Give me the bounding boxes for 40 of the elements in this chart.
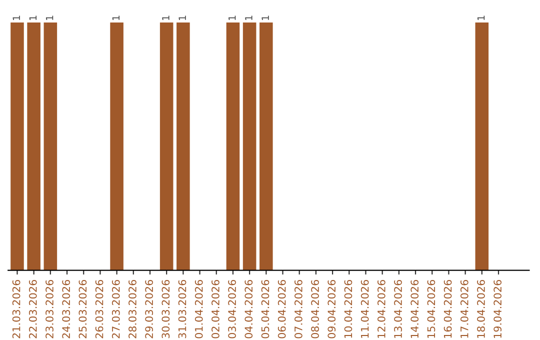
x-tick-label: 11.04.2026 (360, 280, 369, 338)
data-label: 1 (245, 16, 252, 20)
x-tick-label: 23.03.2026 (46, 280, 54, 338)
data-label: 1 (228, 16, 236, 20)
x-tick-label: 09.04.2026 (328, 280, 336, 338)
x-tick-label: 03.04.2026 (228, 280, 236, 338)
x-tick-label: 16.04.2026 (444, 280, 452, 338)
x-tick-label: 06.04.2026 (278, 280, 286, 338)
data-label: 1 (477, 16, 485, 20)
data-label: 1 (262, 16, 269, 20)
x-tick-label: 10.04.2026 (344, 280, 352, 338)
x-tick-label: 31.03.2026 (178, 280, 186, 338)
x-tick-label: 30.03.2026 (162, 280, 170, 338)
x-tick-label: 18.04.2026 (477, 280, 485, 338)
x-tick-label: 02.04.2026 (212, 280, 220, 338)
x-tick-label: 19.04.2026 (494, 280, 502, 338)
x-tick-label: 24.03.2026 (62, 280, 70, 338)
x-tick-label: 21.03.2026 (12, 280, 20, 338)
x-tick-label: 27.03.2026 (112, 280, 120, 338)
x-tick-label: 07.04.2026 (294, 280, 302, 338)
x-tick-label: 12.04.2026 (377, 280, 386, 338)
data-label: 1 (29, 16, 37, 20)
x-tick-label: 25.03.2026 (78, 280, 87, 338)
data-label: 1 (162, 16, 170, 20)
x-tick-label: 29.03.2026 (145, 280, 154, 338)
x-tick-label: 17.04.2026 (460, 280, 468, 338)
data-label: 1 (178, 16, 186, 20)
data-label: 1 (46, 16, 54, 20)
data-label: 1 (12, 16, 20, 20)
x-tick-label: 15.04.2026 (427, 280, 436, 338)
x-tick-label: 13.04.2026 (394, 280, 402, 338)
x-tick-label: 05.04.2026 (261, 280, 270, 338)
x-tick-label: 14.04.2026 (410, 280, 419, 338)
x-tick-label: 26.03.2026 (95, 280, 104, 338)
data-label: 1 (112, 16, 120, 20)
x-tick-label: 28.03.2026 (128, 280, 136, 338)
x-tick-label: 01.04.2026 (194, 280, 203, 338)
x-tick-label: 22.03.2026 (28, 280, 37, 338)
x-tick-label: 08.04.2026 (311, 280, 319, 338)
x-tick-label: 04.04.2026 (244, 280, 253, 338)
